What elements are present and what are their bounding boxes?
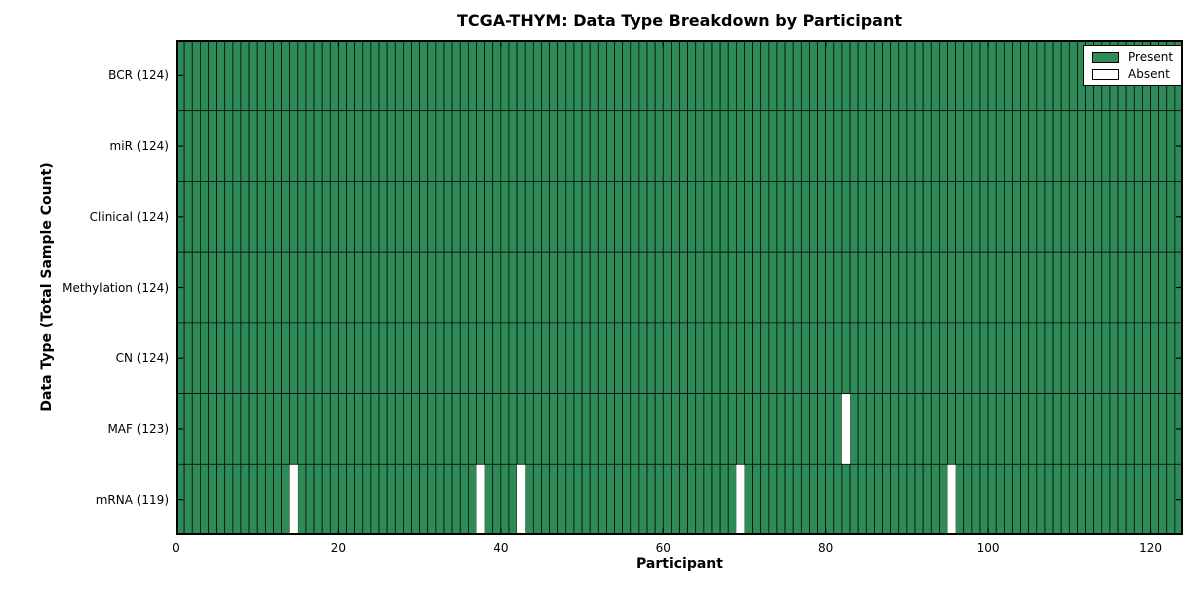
row-label-BCR: BCR (124) [108,68,169,83]
row-label-CN: CN (124) [115,351,169,366]
legend-swatch-absent [1092,68,1119,80]
absent-cell [476,464,485,535]
x-axis-label: Participant [636,556,723,572]
plot-frame [176,40,1183,535]
row-label-MAF: MAF (123) [107,421,169,436]
legend-item-absent: Absent [1092,68,1173,80]
row-label-miR: miR (124) [109,138,169,153]
row-label-mRNA: mRNA (119) [95,492,169,507]
x-tick-label: 40 [493,541,509,555]
x-tick-label: 120 [1139,541,1162,555]
x-tick-label: 60 [655,541,671,555]
legend-swatch-present [1092,51,1119,63]
x-tick-label: 20 [330,541,347,555]
absent-cell [736,464,745,535]
row-label-Methylation: Methylation (124) [62,280,169,295]
legend-label: Present [1128,50,1174,64]
legend: Present Absent [1083,45,1183,86]
x-tick-label: 100 [976,541,1000,555]
absent-cell [947,464,956,535]
x-tick-label: 0 [172,541,180,555]
absent-cell [289,464,298,535]
row-label-Clinical: Clinical (124) [89,209,169,224]
chart-title: TCGA-THYM: Data Type Breakdown by Partic… [456,11,903,30]
legend-item-present: Present [1092,51,1173,63]
x-tick-label: 80 [818,541,834,555]
legend-label: Absent [1128,67,1170,81]
absent-cell [841,394,851,464]
absent-cells-layer [289,394,956,535]
present-cells-layer [175,39,1184,536]
plot-area [175,39,1184,536]
presence-grid [175,39,1184,536]
absent-cell [516,464,526,535]
